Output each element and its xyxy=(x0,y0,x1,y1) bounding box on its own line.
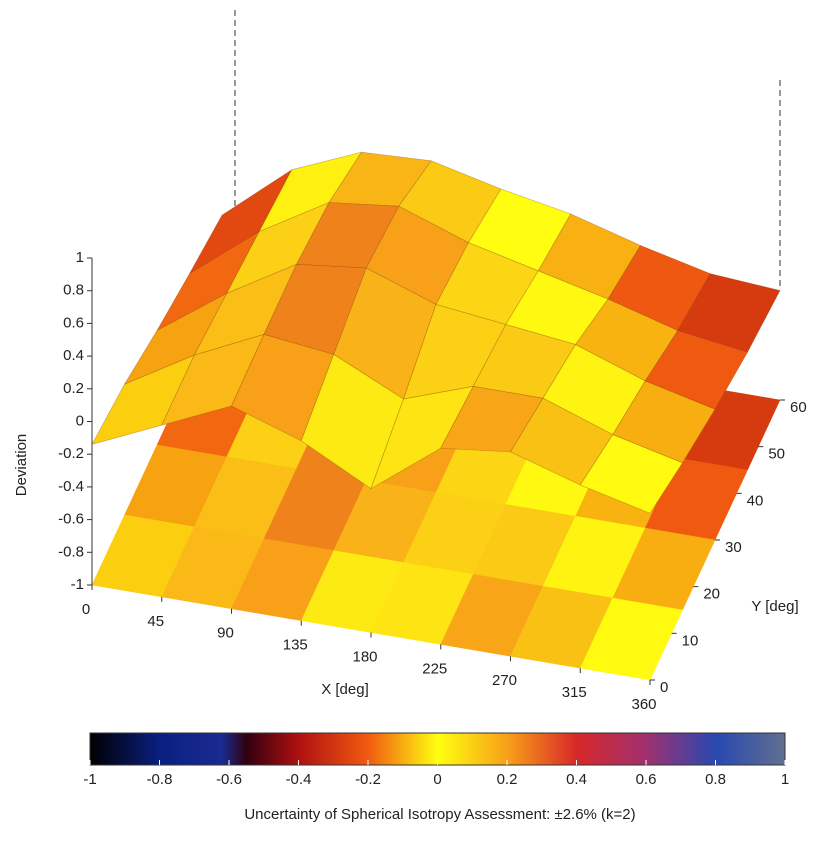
surface-cell xyxy=(579,434,684,514)
y-tick-label: 60 xyxy=(790,399,807,416)
x-tick-label: 225 xyxy=(422,660,447,677)
y-tick-label: 30 xyxy=(725,539,742,556)
x-tick-label: 45 xyxy=(147,613,164,630)
x-axis-label: X [deg] xyxy=(321,681,369,698)
colorbar-tick-label: 0.4 xyxy=(566,771,587,788)
y-tick-label: 50 xyxy=(768,446,785,463)
x-tick-label: 0 xyxy=(82,601,90,618)
z-tick-label: -0.2 xyxy=(58,445,84,462)
z-axis-label: Deviation xyxy=(13,434,30,497)
x-tick-label: 135 xyxy=(283,637,308,654)
z-tick-label: 0.6 xyxy=(63,314,84,331)
x-tick-label: 270 xyxy=(492,672,517,689)
colorbar-tick-label: -1 xyxy=(83,771,96,788)
colorbar-tick-label: -0.8 xyxy=(147,771,173,788)
z-tick-label: 0.2 xyxy=(63,380,84,397)
colorbar-tick-label: -0.4 xyxy=(286,771,312,788)
colorbar-tick-label: 0.2 xyxy=(497,771,518,788)
colorbar-tick-label: 0.6 xyxy=(636,771,657,788)
z-tick-label: 1 xyxy=(76,249,84,266)
y-axis-label: Y [deg] xyxy=(751,598,798,615)
colorbar-tick-label: -0.2 xyxy=(355,771,381,788)
y-tick-label: 20 xyxy=(703,586,720,603)
y-tick-label: 0 xyxy=(660,679,668,696)
y-tick-label: 40 xyxy=(747,492,764,509)
colorbar-tick-label: 0.8 xyxy=(705,771,726,788)
colorbar-tick-label: 0 xyxy=(433,771,441,788)
z-tick-label: 0.4 xyxy=(63,347,84,364)
z-tick-label: -0.6 xyxy=(58,511,84,528)
colorbar-tick-label: -0.6 xyxy=(216,771,242,788)
z-tick-label: 0.8 xyxy=(63,282,84,299)
x-tick-label: 315 xyxy=(562,684,587,701)
floor-cell xyxy=(579,597,683,681)
z-tick-label: -0.8 xyxy=(58,543,84,560)
x-tick-label: 180 xyxy=(352,648,377,665)
z-tick-label: 0 xyxy=(76,412,84,429)
z-tick-label: -0.4 xyxy=(58,478,84,495)
x-tick-label: 360 xyxy=(631,696,656,713)
z-tick-label: -1 xyxy=(71,576,84,593)
y-tick-label: 10 xyxy=(682,632,699,649)
colorbar-tick-label: 1 xyxy=(781,771,789,788)
x-tick-label: 90 xyxy=(217,625,234,642)
colorbar-caption: Uncertainty of Spherical Isotropy Assess… xyxy=(244,806,635,823)
